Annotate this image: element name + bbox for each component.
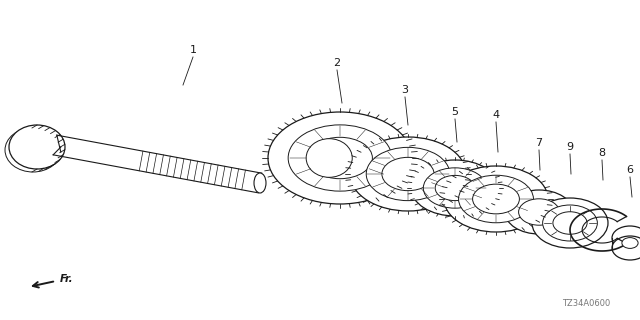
Ellipse shape [553,212,587,234]
Ellipse shape [382,157,434,191]
Ellipse shape [306,139,352,177]
Ellipse shape [505,190,573,234]
Ellipse shape [622,237,638,248]
Ellipse shape [366,147,450,201]
Ellipse shape [435,175,475,201]
Text: 5: 5 [451,107,458,117]
Ellipse shape [458,175,534,223]
Text: 7: 7 [536,138,543,148]
Text: 2: 2 [333,58,340,68]
Ellipse shape [308,137,372,179]
Text: 3: 3 [401,85,408,95]
Ellipse shape [5,128,61,172]
Ellipse shape [288,125,392,191]
Ellipse shape [411,160,499,216]
Text: 4: 4 [492,110,500,120]
Text: TZ34A0600: TZ34A0600 [562,299,610,308]
Text: 9: 9 [566,142,573,152]
Ellipse shape [423,168,486,208]
Text: Fr.: Fr. [60,274,74,284]
Ellipse shape [472,184,520,214]
Ellipse shape [268,112,412,204]
Text: 8: 8 [598,148,605,158]
Ellipse shape [543,205,597,241]
Ellipse shape [518,199,559,225]
Ellipse shape [612,236,640,260]
Ellipse shape [532,198,608,248]
Text: 6: 6 [627,165,634,175]
Ellipse shape [254,173,266,193]
Ellipse shape [350,137,466,211]
Ellipse shape [9,125,65,169]
Ellipse shape [444,166,548,232]
Ellipse shape [612,226,640,250]
Text: 1: 1 [189,45,196,55]
